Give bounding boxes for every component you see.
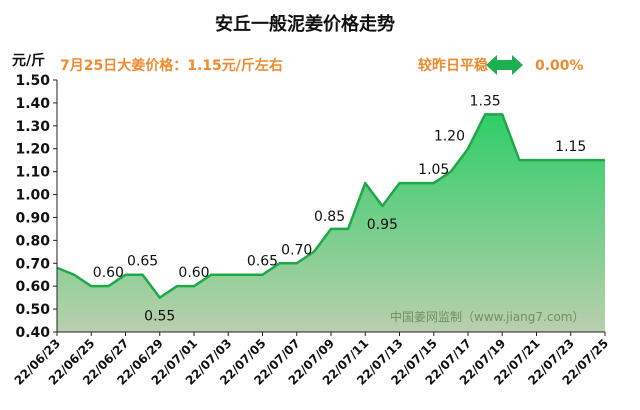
y-tick-label: 1.40	[15, 96, 50, 112]
data-label: 0.95	[367, 217, 398, 233]
compare-label: 较昨日平稳	[418, 57, 488, 74]
price-area	[57, 114, 605, 332]
y-axis-unit-label: 元/斤	[12, 52, 45, 69]
y-tick-label: 0.60	[15, 279, 50, 295]
data-label: 0.55	[144, 309, 175, 325]
watermark-text: 中国姜网监制（www.jiang7.com）	[390, 309, 584, 324]
data-label: 0.70	[281, 242, 312, 258]
y-tick-label: 1.50	[15, 73, 50, 89]
compare-value: 0.00%	[535, 58, 584, 74]
data-label: 0.65	[247, 254, 278, 270]
data-label: 1.35	[470, 93, 501, 109]
data-label: 0.65	[127, 254, 158, 270]
price-line	[56, 113, 605, 299]
y-tick-label: 0.70	[15, 256, 50, 272]
chart-title: 安丘一般泥姜价格走势	[215, 13, 395, 35]
double-arrow-icon	[486, 55, 523, 75]
current-price-text: 7月25日大姜价格：1.15元/斤左右	[60, 57, 283, 74]
y-tick-label: 1.10	[15, 165, 50, 181]
y-tick-label: 1.00	[15, 188, 50, 204]
y-tick-label: 0.50	[15, 302, 50, 318]
data-label: 0.60	[93, 265, 124, 281]
data-label: 0.85	[314, 209, 345, 225]
data-label: 0.60	[178, 265, 209, 281]
y-tick-label: 0.90	[15, 210, 50, 226]
y-tick-label: 0.80	[15, 233, 50, 249]
y-tick-label: 1.30	[15, 119, 50, 135]
data-label: 1.20	[434, 129, 465, 145]
y-tick-label: 0.40	[15, 325, 50, 341]
data-label: 1.05	[418, 162, 449, 178]
data-label: 1.15	[555, 139, 586, 155]
y-tick-label: 1.20	[15, 142, 50, 158]
